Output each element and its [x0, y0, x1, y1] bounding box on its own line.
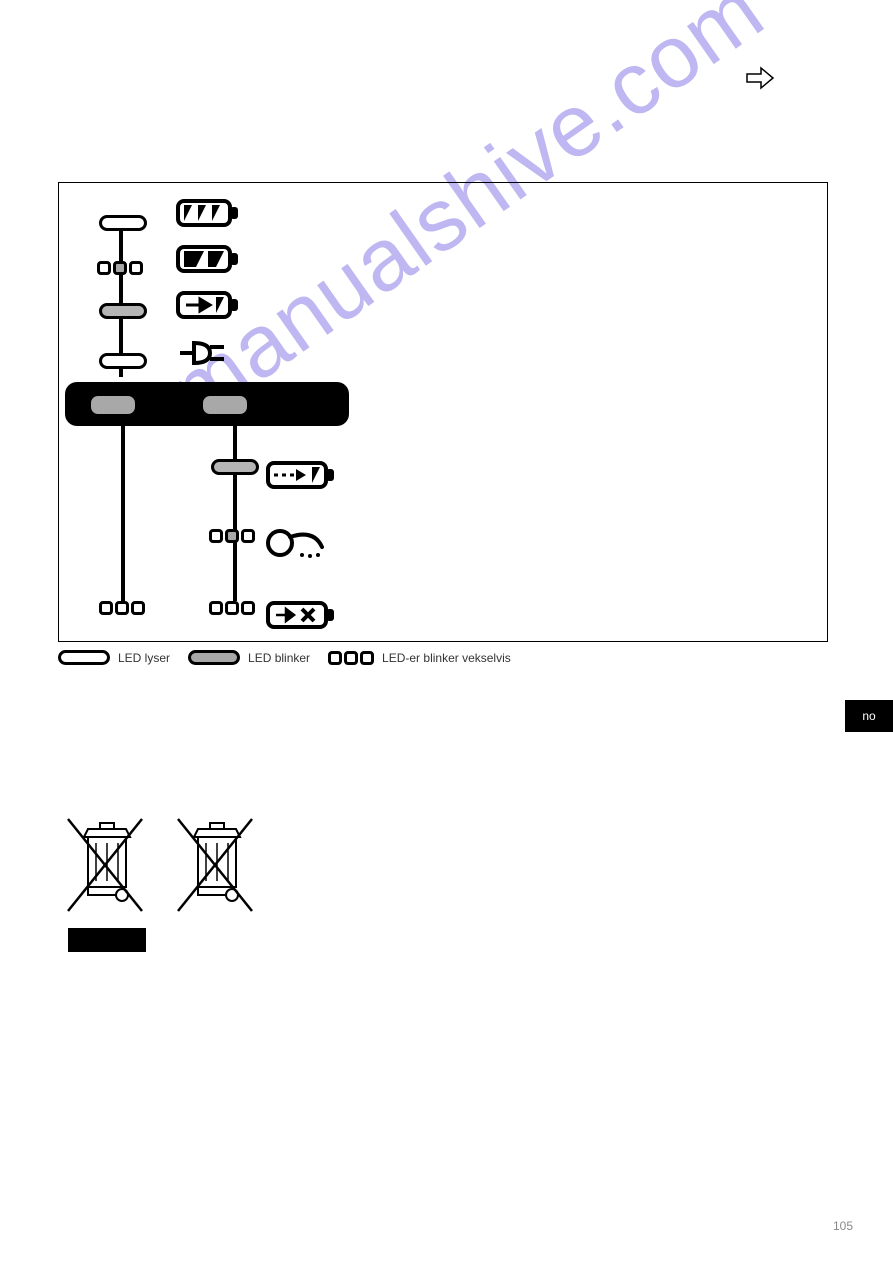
battery-low-charge-icon: [264, 457, 340, 498]
warn-led-1-icon: [211, 459, 259, 475]
legend-three-sq-icon: [328, 651, 374, 665]
slider-lower-left-end-icon: [99, 601, 145, 615]
selection-pill-2-icon: [203, 396, 247, 414]
battery-fault-icon: [264, 597, 340, 638]
recycling-label-box: [68, 928, 146, 952]
language-tab-text: no: [862, 709, 875, 723]
selection-pill-1-icon: [91, 396, 135, 414]
legend-text-3: LED-er blinker vekselvis: [382, 651, 511, 665]
legend-item-1: LED lyser: [58, 650, 170, 665]
battery-high-icon: [174, 243, 244, 280]
legend-text-1: LED lyser: [118, 651, 170, 665]
slider-lower-left-track: [121, 425, 125, 601]
power-plug-icon: [174, 337, 244, 374]
legend-row: LED lyser LED blinker LED-er blinker vek…: [58, 650, 511, 665]
page-number: 105: [833, 1219, 853, 1233]
legend-pill-gray-icon: [188, 650, 240, 665]
slider-lower-mid-track: [233, 425, 237, 601]
slider-pos-4-icon: [99, 353, 147, 369]
status-diagram: [58, 182, 828, 642]
slider-pos-3-icon: [99, 303, 147, 319]
weee-bin-2-icon: [170, 815, 260, 915]
legend-pill-white-icon: [58, 650, 110, 665]
page: manualshive.com: [0, 0, 893, 1263]
battery-charging-icon: [174, 289, 244, 326]
battery-full-icon: [174, 197, 244, 234]
active-selection-bar: [65, 382, 349, 426]
legend-item-2: LED blinker: [188, 650, 310, 665]
weee-bin-1-icon: [60, 815, 150, 915]
warn-led-2-icon: [209, 529, 255, 543]
language-tab: no: [845, 700, 893, 732]
temperature-warning-icon: [264, 523, 340, 568]
next-page-arrow-icon[interactable]: [745, 65, 775, 91]
legend-item-3: LED-er blinker vekselvis: [328, 651, 511, 665]
slider-pos-2-icon: [97, 261, 143, 275]
slider-pos-1-icon: [99, 215, 147, 231]
recycling-section: [60, 815, 260, 915]
legend-text-2: LED blinker: [248, 651, 310, 665]
warn-led-3-icon: [209, 601, 255, 615]
